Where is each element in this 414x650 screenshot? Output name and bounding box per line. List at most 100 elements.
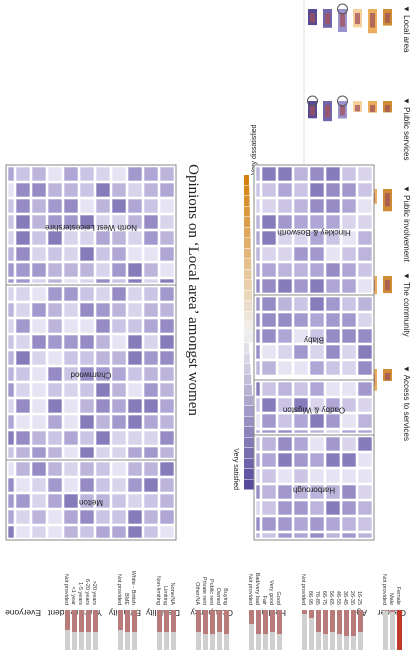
region-cell[interactable]: [31, 214, 47, 230]
region-cell[interactable]: [79, 446, 95, 459]
region-cell[interactable]: [143, 382, 159, 398]
region-cell[interactable]: [31, 382, 47, 398]
region-cell[interactable]: [159, 166, 175, 182]
region-cell[interactable]: [277, 262, 293, 278]
region-cell[interactable]: [31, 525, 47, 539]
region-cell[interactable]: [309, 328, 325, 344]
region-cell[interactable]: [47, 398, 63, 414]
region-cell[interactable]: [325, 429, 341, 434]
region-cell[interactable]: [15, 286, 31, 302]
region-cell[interactable]: [95, 334, 111, 350]
region-cell[interactable]: [111, 302, 127, 318]
region-cell[interactable]: [325, 532, 341, 539]
region-cell[interactable]: [127, 398, 143, 414]
region-cell[interactable]: [15, 198, 31, 214]
region-cell[interactable]: [277, 360, 293, 376]
region-cell[interactable]: [47, 230, 63, 246]
region-cell[interactable]: [159, 493, 175, 509]
region-cell[interactable]: [15, 302, 31, 318]
region-cell[interactable]: [143, 198, 159, 214]
region-cell[interactable]: [143, 398, 159, 414]
filter-bar[interactable]: [203, 610, 208, 634]
region-cell[interactable]: [309, 262, 325, 278]
region-cell[interactable]: [127, 262, 143, 278]
region-cell[interactable]: [255, 413, 261, 429]
question-section[interactable]: ▼ Public services: [307, 95, 412, 161]
region-cell[interactable]: [63, 262, 79, 278]
region-cell[interactable]: [15, 166, 31, 182]
region-cell[interactable]: [325, 397, 341, 413]
region-block[interactable]: Melton: [5, 459, 177, 541]
region-cell[interactable]: [31, 430, 47, 446]
region-cell[interactable]: [31, 182, 47, 198]
region-cell[interactable]: [47, 318, 63, 334]
region-cell[interactable]: [325, 230, 341, 246]
region-cell[interactable]: [255, 429, 261, 434]
region-cell[interactable]: [95, 166, 111, 182]
region-cell[interactable]: [255, 198, 261, 214]
region-cell[interactable]: [7, 302, 15, 318]
region-cell[interactable]: [79, 246, 95, 262]
region-cell[interactable]: [15, 430, 31, 446]
region-cell[interactable]: [79, 525, 95, 539]
region-cell[interactable]: [31, 366, 47, 382]
region-cell[interactable]: [47, 461, 63, 477]
region-cell[interactable]: [127, 430, 143, 446]
region-cell[interactable]: [159, 446, 175, 459]
region-cell[interactable]: [63, 182, 79, 198]
region-cell[interactable]: [341, 296, 357, 312]
region-cell[interactable]: [341, 278, 357, 294]
region-cell[interactable]: [293, 278, 309, 294]
region-cell[interactable]: [79, 334, 95, 350]
filter-bar[interactable]: [93, 610, 98, 632]
region-cell[interactable]: [309, 166, 325, 182]
region-cell[interactable]: [47, 477, 63, 493]
region-cell[interactable]: [7, 430, 15, 446]
region-cell[interactable]: [341, 436, 357, 452]
region-cell[interactable]: [293, 500, 309, 516]
region-cell[interactable]: [325, 296, 341, 312]
region-cell[interactable]: [63, 214, 79, 230]
region-cell[interactable]: [341, 182, 357, 198]
region-cell[interactable]: [95, 414, 111, 430]
region-cell[interactable]: [293, 312, 309, 328]
region-cell[interactable]: [143, 214, 159, 230]
filter-group[interactable]: Everyone: [5, 608, 41, 618]
region-cell[interactable]: [159, 350, 175, 366]
region-cell[interactable]: [293, 436, 309, 452]
region-cell[interactable]: [159, 525, 175, 539]
region-cell[interactable]: [357, 312, 373, 328]
region-cell[interactable]: [341, 381, 357, 397]
region-cell[interactable]: [127, 382, 143, 398]
region-cell[interactable]: [277, 500, 293, 516]
filter-bar[interactable]: [72, 610, 77, 632]
region-cell[interactable]: [111, 366, 127, 382]
region-cell[interactable]: [325, 484, 341, 500]
region-cell[interactable]: [143, 414, 159, 430]
filter-bar-bg[interactable]: [383, 610, 388, 650]
region-cell[interactable]: [47, 366, 63, 382]
region-cell[interactable]: [95, 366, 111, 382]
region-cell[interactable]: [31, 477, 47, 493]
region-cell[interactable]: [63, 477, 79, 493]
filter-group[interactable]: Age16-2526-3536-4546-5556-6566-7576-8586…: [300, 574, 367, 650]
region-cell[interactable]: [357, 262, 373, 278]
region-cell[interactable]: [341, 516, 357, 532]
region-cell[interactable]: [31, 334, 47, 350]
region-cell[interactable]: [47, 214, 63, 230]
region-cell[interactable]: [7, 198, 15, 214]
region-cell[interactable]: [159, 198, 175, 214]
region-cell[interactable]: [357, 500, 373, 516]
region-cell[interactable]: [261, 500, 277, 516]
region-cell[interactable]: [357, 344, 373, 360]
region-cell[interactable]: [357, 381, 373, 397]
question-section[interactable]: ▼ Local area: [308, 3, 411, 53]
region-cell[interactable]: [7, 461, 15, 477]
region-cell[interactable]: [357, 328, 373, 344]
region-cell[interactable]: [293, 262, 309, 278]
region-cell[interactable]: [293, 166, 309, 182]
region-cell[interactable]: [293, 516, 309, 532]
region-cell[interactable]: [325, 516, 341, 532]
